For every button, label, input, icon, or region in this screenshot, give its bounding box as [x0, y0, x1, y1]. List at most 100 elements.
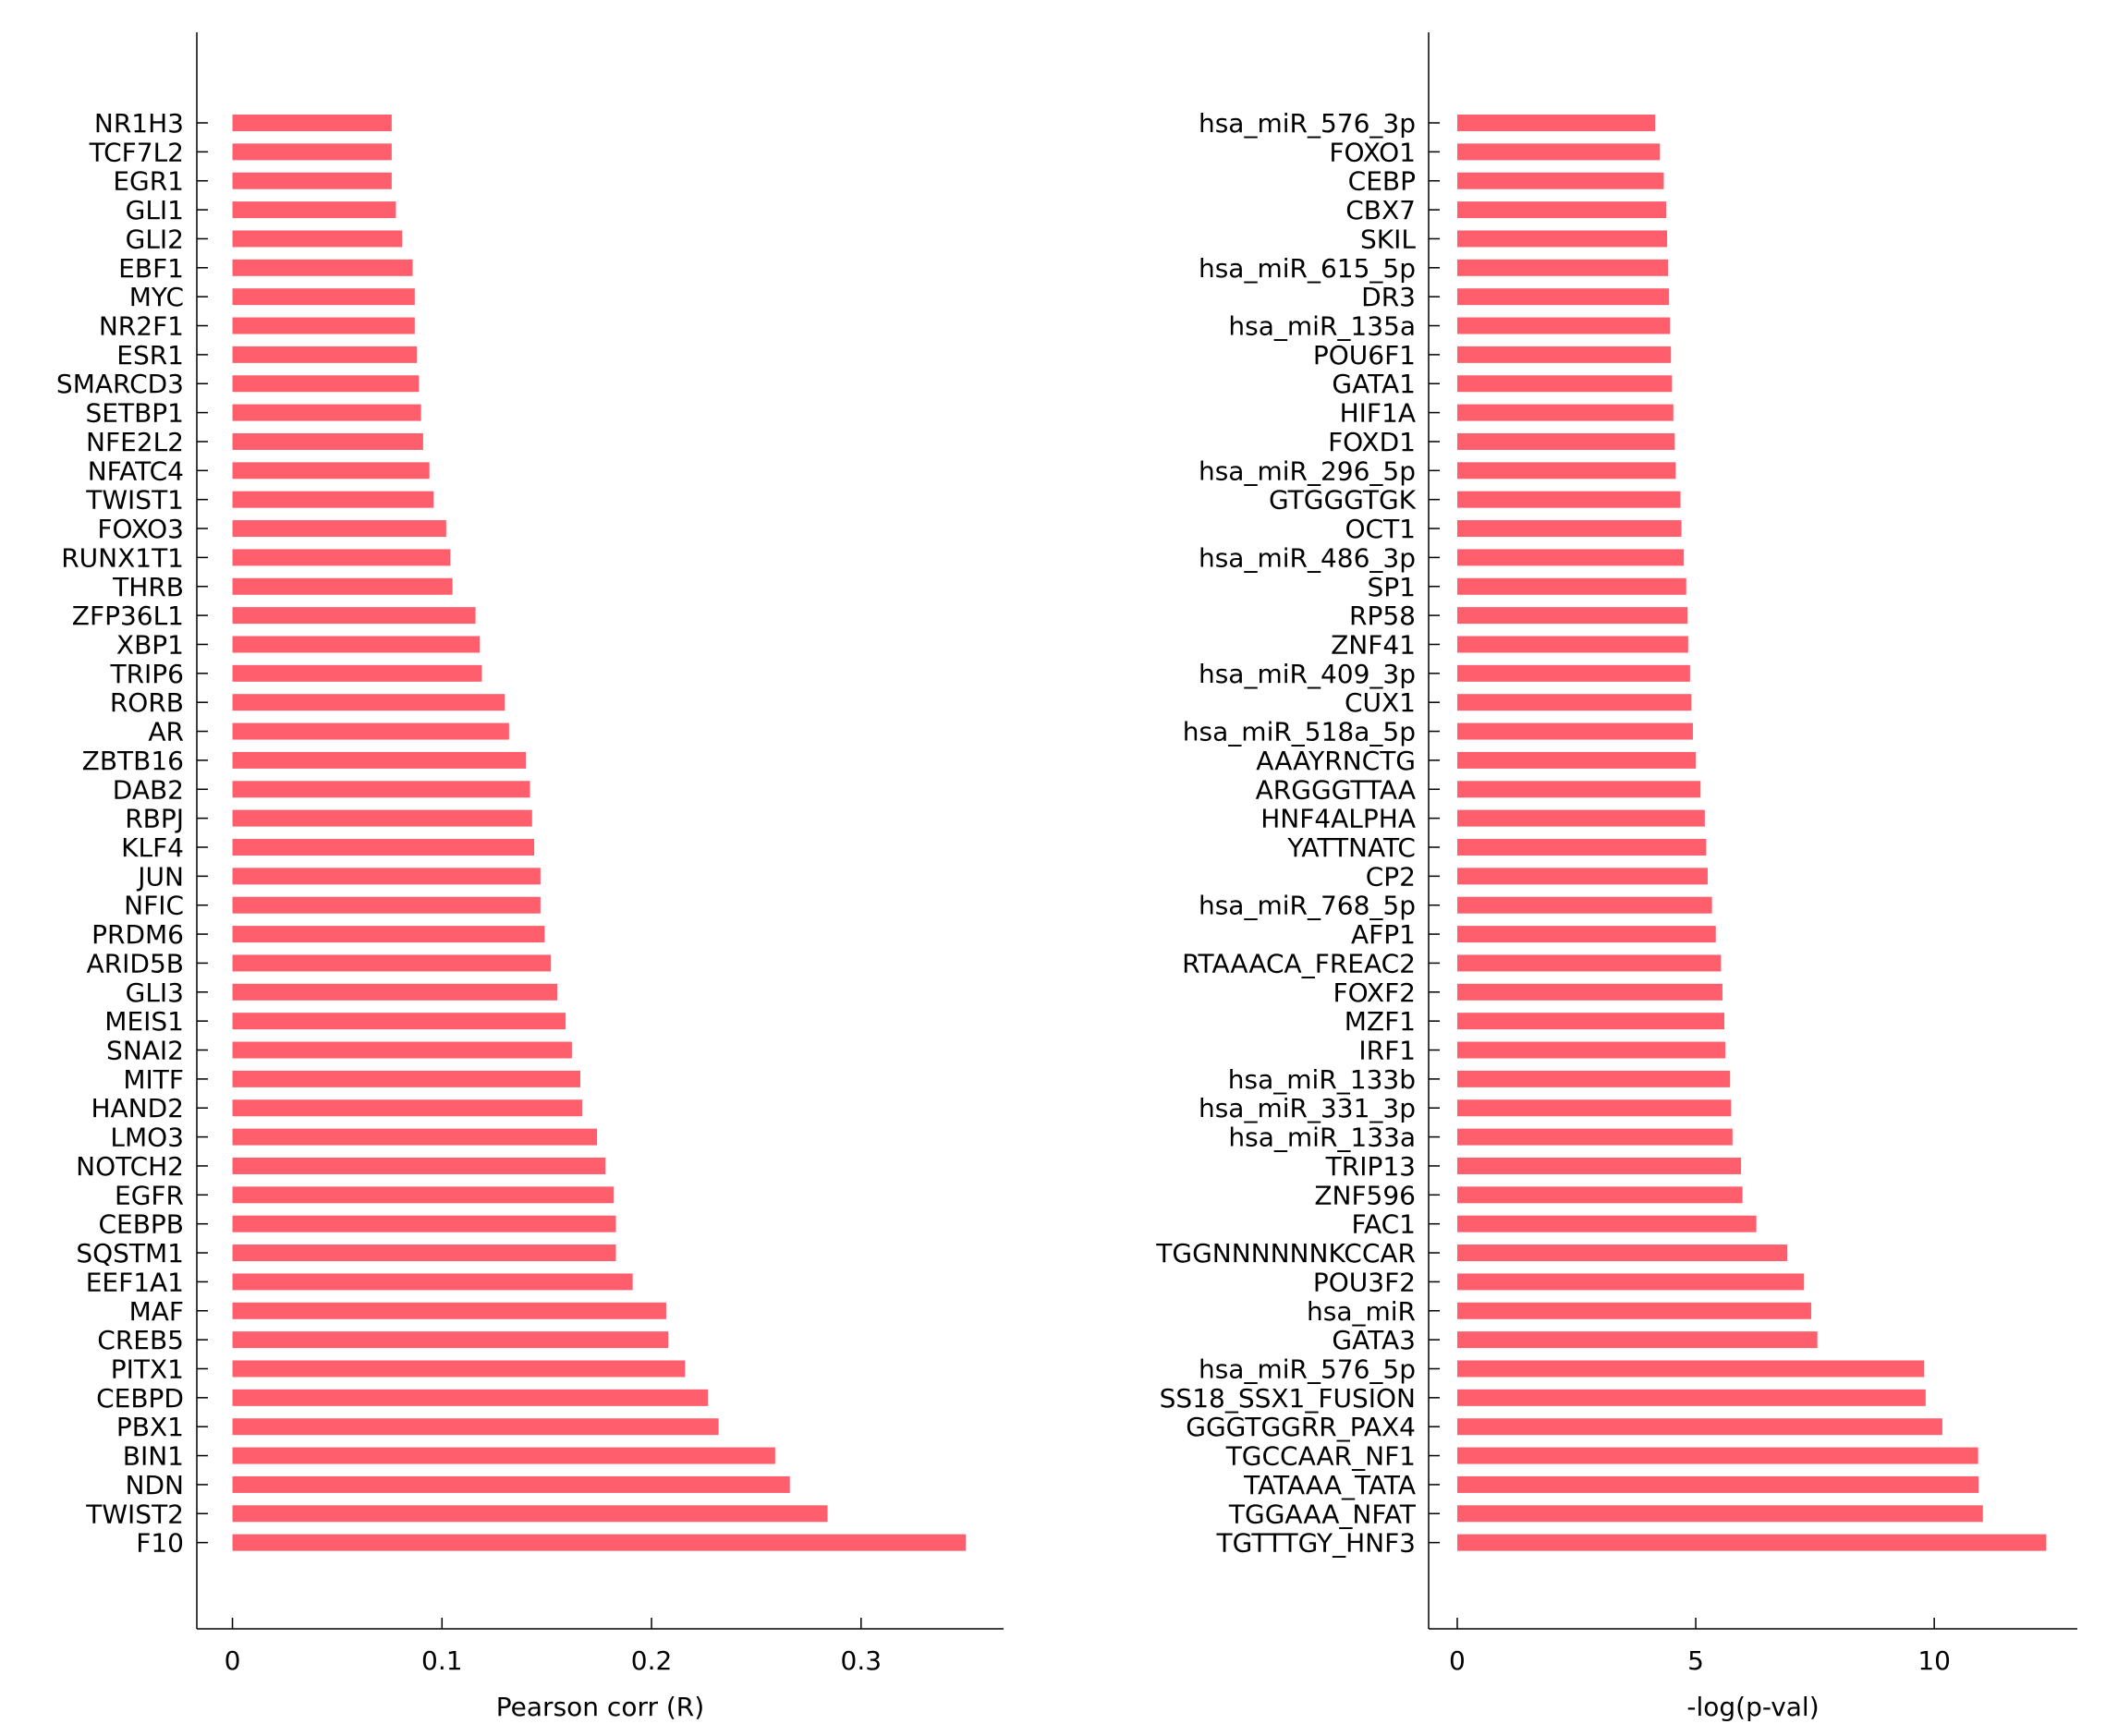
y-tick-label: FAC1	[1351, 1209, 1416, 1240]
bar	[232, 288, 415, 306]
bar	[232, 1447, 775, 1464]
y-tick-label: EBF1	[118, 253, 184, 284]
bar	[232, 781, 530, 798]
bar	[1456, 288, 1670, 306]
y-tick-label: DR3	[1361, 282, 1416, 312]
bar	[232, 664, 482, 682]
bar	[1456, 115, 1656, 131]
y-tick-label: hsa_miR_486_3p	[1199, 542, 1416, 573]
bar	[232, 1099, 583, 1117]
y-tick-label: TCF7L2	[89, 137, 184, 167]
y-tick-label: MYC	[129, 282, 184, 312]
y-tick-label: CEBPD	[96, 1383, 184, 1414]
y-tick-label: HIF1A	[1340, 398, 1416, 429]
bar	[1456, 491, 1681, 508]
y-tick-label: GLI2	[126, 224, 184, 254]
y-tick-label: TRIP13	[1325, 1151, 1416, 1182]
y-tick-label: TATAAA_TATA	[1243, 1470, 1416, 1500]
bar	[232, 1128, 598, 1146]
y-tick-label: JUN	[136, 861, 184, 892]
y-tick-label: SP1	[1368, 572, 1416, 602]
y-tick-label: CEBP	[1348, 166, 1416, 197]
bar	[1456, 375, 1673, 393]
y-tick-label: AAAYRNCTG	[1256, 746, 1416, 776]
bar	[232, 636, 481, 653]
y-tick-label: ZFP36L1	[72, 601, 184, 631]
y-tick-label: CBX7	[1345, 195, 1416, 225]
y-tick-label: MZF1	[1345, 1006, 1416, 1037]
x-tick-label: 0.2	[631, 1645, 673, 1676]
y-tick-label: EEF1A1	[86, 1267, 184, 1297]
bar	[1456, 983, 1722, 1001]
y-tick-label: XBP1	[116, 629, 184, 660]
y-tick-label: NR1H3	[94, 108, 184, 139]
y-tick-label: YATTNATC	[1286, 832, 1416, 863]
y-tick-label: hsa_miR_576_3p	[1199, 108, 1416, 139]
x-tick-label: 10	[1917, 1645, 1951, 1676]
bar	[232, 143, 392, 161]
bar	[1456, 1418, 1942, 1436]
y-tick-label: F10	[136, 1528, 184, 1559]
bar	[232, 404, 421, 421]
bar	[1456, 143, 1661, 161]
y-tick-label: TGGAAA_NFAT	[1228, 1499, 1417, 1529]
y-tick-label: NDN	[126, 1470, 184, 1500]
y-tick-label: AFP1	[1351, 919, 1416, 950]
bar	[232, 1157, 606, 1174]
bar	[1456, 1302, 1811, 1319]
bar	[1456, 1041, 1726, 1059]
bar	[1456, 1215, 1757, 1232]
bar	[1456, 432, 1675, 450]
bar	[232, 1389, 709, 1406]
y-tick-label: MITF	[123, 1064, 184, 1095]
bar	[232, 1041, 572, 1059]
y-tick-label: FOXF2	[1333, 977, 1416, 1008]
bar	[1456, 694, 1692, 711]
bar	[232, 954, 552, 972]
x-tick-label: 0	[225, 1645, 241, 1676]
y-tick-label: NFIC	[124, 891, 184, 921]
y-tick-label: BIN1	[123, 1441, 184, 1472]
bar	[232, 1360, 686, 1378]
bar	[232, 462, 430, 480]
y-tick-label: RUNX1T1	[61, 542, 184, 573]
x-tick-label: 0.3	[841, 1645, 882, 1676]
bar	[232, 926, 545, 943]
y-tick-label: POU3F2	[1313, 1267, 1416, 1297]
bar	[1456, 404, 1674, 421]
y-tick-label: POU6F1	[1313, 340, 1416, 370]
y-tick-label: CUX1	[1345, 687, 1416, 718]
x-tick-label: 5	[1687, 1645, 1704, 1676]
x-axis-label: Pearson corr (R)	[496, 1692, 704, 1722]
y-tick-label: hsa_miR_409_3p	[1199, 659, 1416, 689]
y-tick-label: PRDM6	[91, 919, 184, 950]
y-tick-label: MAF	[129, 1296, 184, 1327]
y-tick-label: SKIL	[1360, 224, 1416, 254]
y-tick-label: RTAAACA_FREAC2	[1182, 948, 1416, 978]
bar	[1456, 1273, 1805, 1291]
bar	[1456, 549, 1685, 566]
y-tick-label: hsa_miR_331_3p	[1199, 1093, 1416, 1123]
y-tick-label: CREB5	[97, 1325, 184, 1355]
y-tick-label: EGFR	[115, 1180, 184, 1210]
y-tick-label: NR2F1	[99, 311, 184, 342]
y-tick-label: TGTTTGY_HNF3	[1216, 1528, 1416, 1559]
bar	[1456, 839, 1707, 856]
y-tick-label: hsa_miR_576_5p	[1199, 1354, 1416, 1384]
bar	[232, 809, 532, 827]
y-tick-label: TGCCAAR_NF1	[1225, 1441, 1416, 1472]
y-tick-label: FOXO1	[1329, 137, 1416, 167]
bar	[232, 1505, 828, 1523]
y-tick-label: ZBTB16	[82, 746, 184, 776]
bar	[232, 868, 541, 885]
bar	[1456, 751, 1697, 769]
y-tick-label: hsa_miR_768_5p	[1199, 891, 1416, 921]
bar	[1456, 868, 1708, 885]
bar	[232, 549, 451, 566]
bar	[1456, 1070, 1731, 1087]
y-tick-label: LMO3	[110, 1123, 184, 1153]
y-tick-label: KLF4	[121, 832, 184, 863]
bar	[232, 259, 413, 276]
